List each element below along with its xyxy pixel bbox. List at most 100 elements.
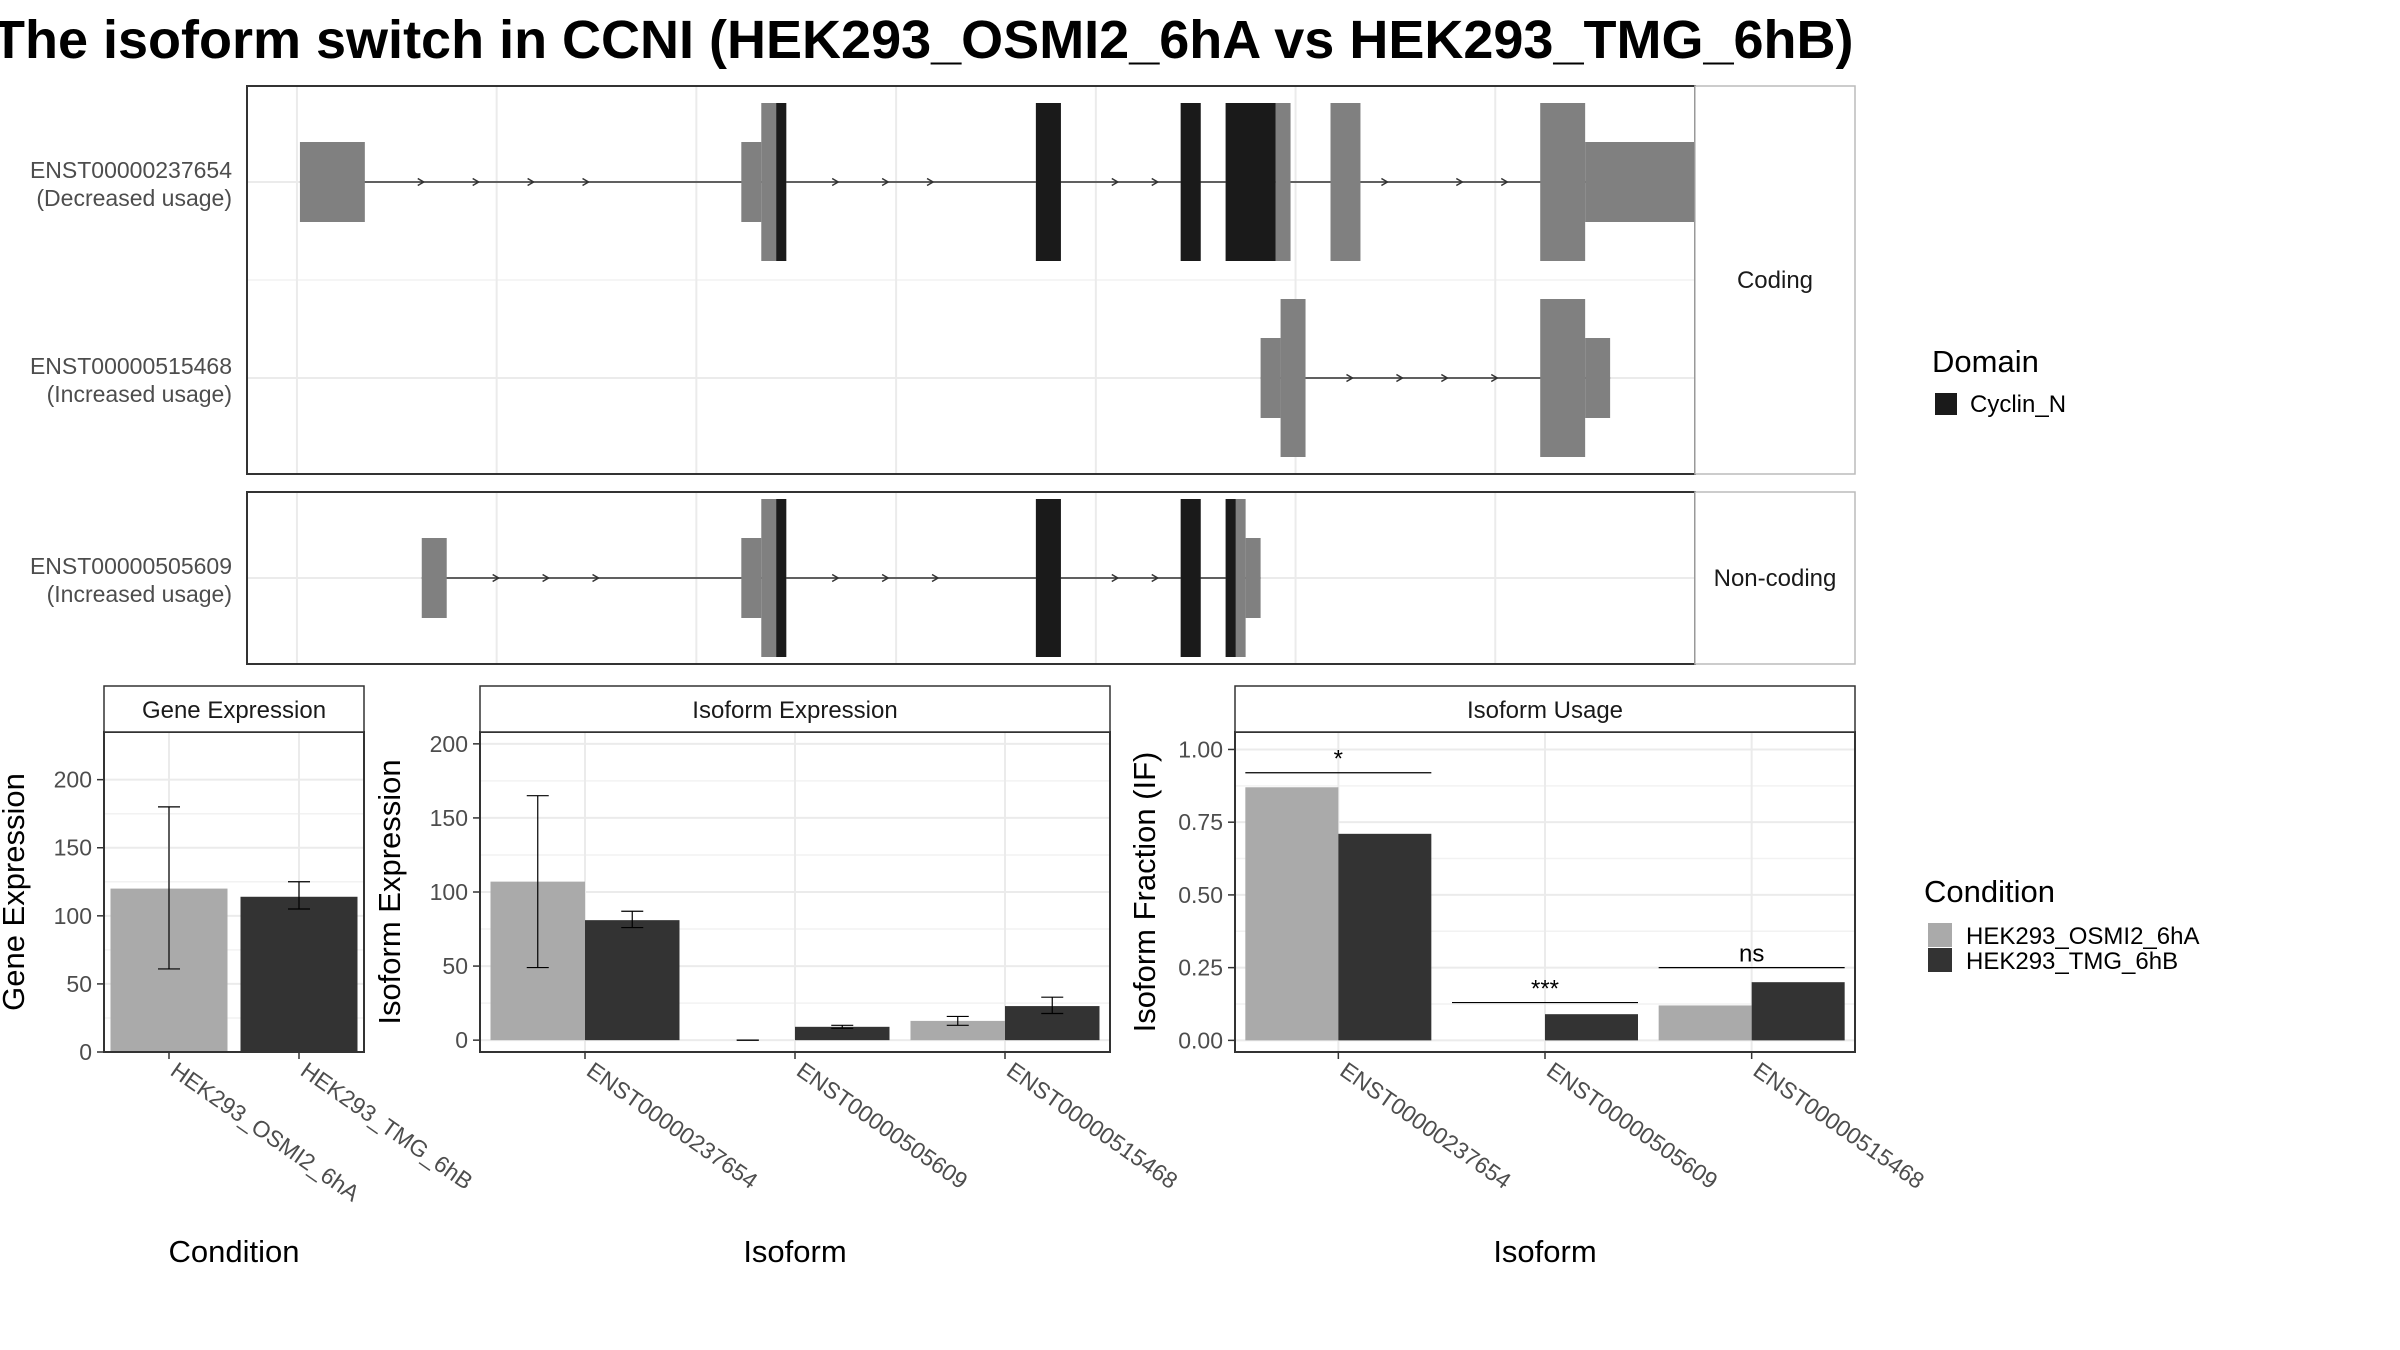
strand-arrow-icon — [1396, 373, 1404, 383]
utr-exon — [1260, 338, 1281, 418]
significance-label: *** — [1531, 976, 1559, 1003]
isoform-track-enst00000515468: ENST00000515468(Increased usage) — [30, 299, 1611, 457]
strand-arrow-icon — [926, 177, 935, 187]
isoform-label: ENST00000505609 — [30, 553, 232, 579]
facet-strip — [1694, 85, 1856, 475]
legend-key-cyclin-n — [1935, 393, 1957, 415]
legend-label: HEK293_OSMI2_6hA — [1966, 923, 2199, 950]
coding-exon — [1540, 103, 1586, 261]
x-axis-title: Isoform — [743, 1234, 846, 1269]
legend-label: HEK293_TMG_6hB — [1966, 948, 2178, 975]
strand-arrow-icon — [582, 177, 591, 187]
strand-arrow-icon — [1346, 373, 1354, 383]
strand-arrow-icon — [1111, 573, 1120, 583]
coding-exon — [1275, 103, 1291, 261]
isoform-usage-label: (Decreased usage) — [36, 185, 232, 211]
y-tick-label: 150 — [430, 805, 468, 831]
isoform-usage-label: (Increased usage) — [47, 381, 232, 407]
y-tick-label: 0.75 — [1178, 809, 1223, 835]
strand-arrow-icon — [417, 177, 426, 187]
y-tick-label: 100 — [430, 879, 468, 905]
utr-exon — [421, 538, 447, 618]
y-tick-label: 0 — [455, 1027, 468, 1053]
strand-arrow-icon — [472, 177, 481, 187]
strand-arrow-icon — [831, 573, 840, 583]
y-axis-title: Gene Expression — [0, 773, 31, 1011]
strand-arrow-icon — [592, 573, 601, 583]
strand-arrow-icon — [1111, 177, 1120, 187]
bar-hek293-tmg-6hb — [240, 896, 358, 1052]
y-tick-label: 0.00 — [1178, 1027, 1223, 1053]
significance-label: * — [1334, 746, 1343, 773]
y-tick-label: 200 — [430, 731, 468, 757]
x-axis-title: Condition — [169, 1234, 300, 1269]
strand-arrow-icon — [1455, 177, 1464, 187]
isoform-structure-plot: ENST00000237654(Decreased usage) ENST0000… — [30, 85, 1856, 665]
x-tick-label: ENST00000237654 — [1335, 1057, 1516, 1194]
facet-strip — [479, 685, 1111, 733]
figure-title: The isoform switch in CCNI (HEK293_OSMI2… — [0, 10, 1853, 70]
facet-strip — [1694, 491, 1856, 665]
y-axis-title: Isoform Fraction (IF) — [1127, 752, 1162, 1033]
bar-hek293-osmi2-6ha-enst00000515468 — [1658, 1005, 1752, 1041]
facet-strip-label: Coding — [1737, 267, 1813, 294]
chart-title: Isoform Expression — [692, 697, 897, 724]
strand-arrow-icon — [881, 177, 890, 187]
y-axis-title: Isoform Expression — [372, 759, 407, 1024]
legend-title: Domain — [1932, 344, 2039, 379]
y-tick-label: 200 — [54, 767, 92, 793]
domain-cyclin-n — [1035, 499, 1061, 657]
chart-title: Gene Expression — [142, 697, 326, 724]
utr-exon — [299, 142, 365, 222]
strand-arrow-icon — [1490, 373, 1499, 383]
facet-strip — [1234, 685, 1856, 733]
bar-hek293-tmg-6hb-enst00000237654 — [585, 920, 680, 1041]
bar-hek293-tmg-6hb-enst00000237654 — [1338, 833, 1432, 1041]
y-tick-label: 0.50 — [1178, 882, 1223, 908]
bar-hek293-osmi2-6ha-enst00000515468 — [910, 1020, 1005, 1041]
bar-hek293-osmi2-6ha-enst00000237654 — [1245, 787, 1339, 1041]
domain-cyclin-n — [1035, 103, 1061, 261]
legend-label: Cyclin_N — [1970, 391, 2066, 418]
legend-key-hek293-osmi2-6ha — [1928, 923, 1952, 947]
domain-cyclin-n — [1180, 103, 1201, 261]
y-tick-label: 50 — [442, 953, 468, 979]
significance-label: ns — [1739, 941, 1764, 968]
facet-strip — [103, 685, 365, 733]
coding-exon — [1330, 103, 1361, 261]
coding-exon — [1540, 299, 1586, 457]
x-tick-label: ENST00000515468 — [1002, 1057, 1182, 1194]
strand-arrow-icon — [542, 573, 551, 583]
x-tick-label: ENST00000505609 — [1542, 1057, 1722, 1194]
utr-exon — [1585, 142, 1715, 222]
x-tick-label: ENST00000515468 — [1749, 1057, 1929, 1194]
isoform-label: ENST00000515468 — [30, 353, 232, 379]
chart-title: Isoform Usage — [1467, 697, 1623, 724]
strand-arrow-icon — [1500, 177, 1509, 187]
coding-exon — [1280, 299, 1306, 457]
expression-bar-charts: 050100150200HEK293_OSMI2_6hAHEK293_TMG_6… — [0, 685, 1929, 1269]
domain-cyclin-n — [1225, 499, 1236, 657]
utr-exon — [1585, 338, 1611, 418]
strand-arrow-icon — [1151, 573, 1160, 583]
structure-panel-coding: ENST00000237654(Decreased usage) ENST0000… — [30, 85, 1856, 475]
strand-arrow-icon — [831, 177, 840, 187]
strand-arrow-icon — [931, 573, 940, 583]
bar-hek293-tmg-6hb-enst00000515468 — [1751, 982, 1845, 1041]
isoform-track-enst00000237654: ENST00000237654(Decreased usage) — [30, 103, 1715, 261]
y-tick-label: 150 — [54, 835, 92, 861]
strand-arrow-icon — [1381, 177, 1389, 187]
y-tick-label: 100 — [54, 903, 92, 929]
utr-exon — [741, 142, 762, 222]
strand-arrow-icon — [1151, 177, 1160, 187]
strand-arrow-icon — [1440, 373, 1449, 383]
structure-panel-non-coding: ENST00000505609(Increased usage) Non-codi… — [30, 491, 1856, 665]
legend-key-hek293-tmg-6hb — [1928, 948, 1952, 972]
strand-arrow-icon — [881, 573, 890, 583]
x-axis-title: Isoform — [1493, 1234, 1596, 1269]
utr-exon — [741, 538, 762, 618]
utr-exon — [1245, 538, 1261, 618]
facet-strip-label: Non-coding — [1714, 565, 1837, 592]
